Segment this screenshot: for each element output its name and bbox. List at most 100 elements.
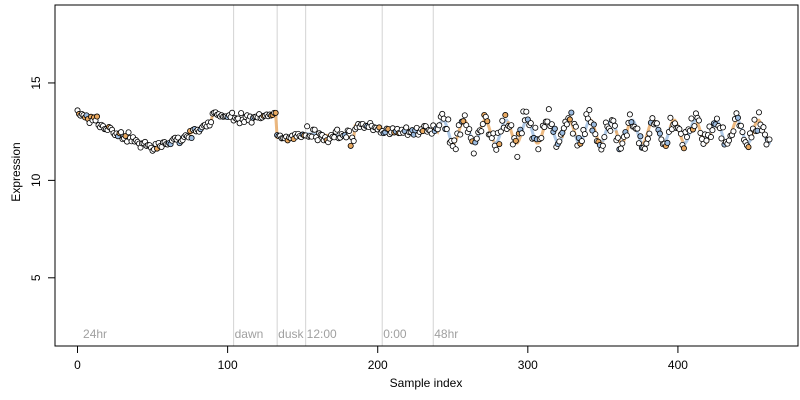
data-point-414 — [695, 117, 702, 124]
data-point-457 — [760, 124, 767, 131]
x-tick-label-4: 400 — [668, 358, 688, 372]
data-point-103 — [229, 109, 236, 116]
data-point-305 — [532, 124, 539, 131]
data-points — [74, 106, 773, 160]
data-point-255 — [457, 131, 464, 138]
phase-label-1: dawn — [235, 327, 264, 341]
data-point-132 — [272, 109, 279, 116]
data-point-340 — [584, 115, 591, 122]
data-point-283 — [499, 117, 506, 124]
data-point-358 — [611, 122, 618, 129]
data-point-314 — [545, 106, 552, 113]
data-point-442 — [737, 122, 744, 129]
data-point-330 — [569, 130, 576, 137]
phase-label-4: 0:00 — [383, 327, 407, 341]
data-point-257 — [460, 118, 467, 125]
data-point-449 — [748, 134, 755, 141]
x-tick-label-0: 0 — [74, 358, 81, 372]
data-point-411 — [691, 123, 698, 130]
data-point-388 — [656, 130, 663, 137]
data-point-357 — [610, 117, 617, 124]
data-point-454 — [755, 109, 762, 116]
data-point-289 — [508, 122, 515, 129]
data-point-423 — [709, 127, 716, 134]
x-axis-label: Sample index — [390, 376, 463, 390]
data-point-76 — [188, 135, 195, 142]
data-point-261 — [466, 126, 473, 133]
data-point-184 — [350, 138, 357, 145]
phase-label-5: 48hr — [434, 327, 458, 341]
data-point-318 — [551, 125, 558, 132]
data-point-258 — [461, 112, 468, 119]
data-point-281 — [496, 141, 503, 148]
data-point-116 — [248, 119, 255, 126]
data-point-241 — [436, 122, 443, 129]
data-point-360 — [614, 134, 621, 141]
data-point-307 — [535, 146, 542, 153]
data-point-321 — [556, 138, 563, 145]
data-point-302 — [527, 120, 534, 127]
data-point-440 — [734, 114, 741, 121]
phase-label-3: 12:00 — [307, 327, 337, 341]
data-point-181 — [346, 127, 353, 134]
data-point-153 — [304, 123, 311, 130]
data-point-311 — [541, 124, 548, 131]
data-point-182 — [347, 142, 354, 149]
data-point-409 — [688, 115, 695, 122]
data-point-309 — [538, 135, 545, 142]
data-point-326 — [563, 121, 570, 128]
data-point-292 — [512, 137, 519, 144]
y-tick-label-1: 10 — [29, 173, 43, 187]
data-point-299 — [523, 108, 530, 115]
data-point-173 — [334, 126, 341, 133]
data-point-329 — [568, 109, 575, 116]
data-point-426 — [713, 115, 720, 122]
data-point-350 — [599, 142, 606, 149]
data-point-395 — [667, 114, 674, 121]
data-point-328 — [566, 116, 573, 123]
data-point-269 — [478, 128, 485, 135]
data-point-285 — [502, 112, 509, 119]
data-point-404 — [680, 145, 687, 152]
data-point-341 — [586, 107, 593, 114]
data-point-443 — [739, 129, 746, 136]
data-point-282 — [497, 128, 504, 135]
data-point-406 — [683, 134, 690, 141]
data-point-461 — [766, 136, 773, 143]
data-point-332 — [572, 123, 579, 130]
data-point-386 — [653, 120, 660, 127]
data-point-451 — [751, 116, 758, 123]
data-point-13 — [94, 113, 101, 120]
data-point-296 — [518, 130, 525, 137]
data-point-380 — [644, 135, 651, 142]
phase-label-0: 24hr — [83, 327, 107, 341]
data-point-373 — [634, 125, 641, 132]
data-point-246 — [443, 126, 450, 133]
x-tick-label-1: 100 — [218, 358, 238, 372]
data-point-368 — [626, 111, 633, 118]
data-point-313 — [544, 118, 551, 125]
data-point-247 — [445, 116, 452, 123]
phase-label-2: dusk — [278, 327, 304, 341]
data-point-252 — [452, 146, 459, 153]
data-point-363 — [619, 140, 626, 147]
data-point-345 — [592, 131, 599, 138]
data-point-251 — [451, 137, 458, 144]
data-point-362 — [617, 145, 624, 152]
data-point-158 — [311, 126, 318, 133]
y-axis-label: Expression — [9, 142, 23, 201]
data-point-378 — [641, 145, 648, 152]
data-point-419 — [703, 137, 710, 144]
data-point-336 — [578, 138, 585, 145]
data-point-351 — [601, 134, 608, 141]
data-point-29 — [118, 129, 125, 136]
x-axis: 0 100 200 300 400 — [74, 345, 688, 372]
data-point-447 — [745, 144, 752, 151]
data-point-338 — [581, 131, 588, 138]
data-point-458 — [761, 131, 768, 138]
data-point-355 — [607, 127, 614, 134]
phase-lines: 24hr dawn dusk 12:00 0:00 48hr — [83, 5, 458, 346]
data-point-179 — [343, 134, 350, 141]
